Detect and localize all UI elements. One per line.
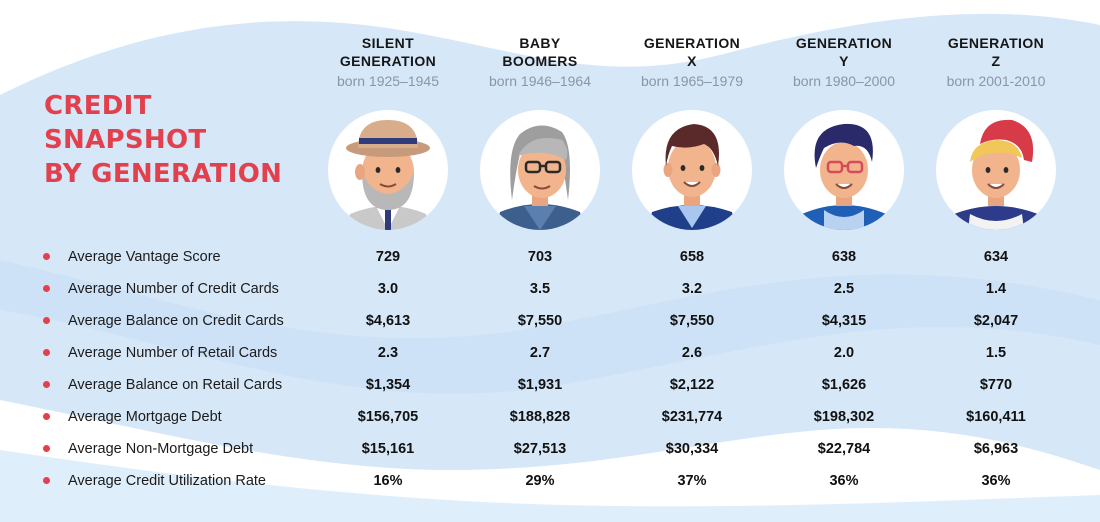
bullet-icon	[43, 477, 50, 484]
bullet-icon	[43, 317, 50, 324]
generation-header-silent: SILENT GENERATION born 1925–1945	[313, 34, 463, 90]
metric-row: Average Vantage Score 729 703 658 638 63…	[0, 241, 1100, 273]
metric-label: Average Balance on Credit Cards	[68, 313, 284, 329]
metric-value: $1,354	[365, 377, 411, 393]
generation-header-gen-z: GENERATION Z born 2001-2010	[921, 34, 1071, 90]
generation-born-years: born 1925–1945	[337, 73, 439, 89]
metric-value: 36%	[981, 473, 1011, 489]
metric-label: Average Number of Retail Cards	[68, 345, 278, 361]
glasses-millennial-avatar	[784, 110, 904, 230]
metric-value: 3.2	[681, 281, 703, 297]
title-line: CREDIT	[44, 91, 152, 121]
metric-value: $4,315	[821, 313, 867, 329]
metric-value: $22,784	[817, 441, 871, 457]
generation-name: GENERATION X	[643, 35, 741, 69]
metric-value: 2.6	[681, 345, 703, 361]
metric-label: Average Credit Utilization Rate	[68, 473, 266, 489]
metric-value: 16%	[373, 473, 403, 489]
metric-value: 3.0	[377, 281, 399, 297]
generation-name: SILENT GENERATION	[339, 35, 437, 69]
generation-born-years: born 1946–1964	[489, 73, 591, 89]
bullet-icon	[43, 445, 50, 452]
dark-hair-man-avatar	[632, 110, 752, 230]
metric-row: Average Number of Retail Cards 2.3 2.7 2…	[0, 337, 1100, 369]
bullet-icon	[43, 285, 50, 292]
metric-label: Average Number of Credit Cards	[68, 281, 279, 297]
title-line: SNAPSHOT	[44, 125, 207, 155]
metric-value: $2,047	[973, 313, 1019, 329]
metric-value: $7,550	[517, 313, 563, 329]
generation-born-years: born 1980–2000	[793, 73, 895, 89]
metric-value: $1,626	[821, 377, 867, 393]
metric-value: 29%	[525, 473, 555, 489]
metric-value: $7,550	[669, 313, 715, 329]
metric-value: $188,828	[509, 409, 571, 425]
elderly-man-hat-avatar	[328, 110, 448, 230]
metric-value: $198,302	[813, 409, 875, 425]
title-line: BY GENERATION	[44, 159, 283, 189]
metric-value: $160,411	[966, 409, 1026, 425]
metric-row: Average Balance on Credit Cards $4,613 $…	[0, 305, 1100, 337]
metric-value: $4,613	[365, 313, 411, 329]
metric-label: Average Vantage Score	[68, 249, 221, 265]
metric-value: 2.3	[377, 345, 399, 361]
metric-value: $770	[979, 377, 1013, 393]
generation-header-boomers: BABY BOOMERS born 1946–1964	[465, 34, 615, 90]
generation-name: GENERATION Y	[795, 35, 893, 69]
metric-value: $27,513	[513, 441, 567, 457]
generation-name: GENERATION Z	[947, 35, 1045, 69]
metric-label: Average Non-Mortgage Debt	[68, 441, 254, 457]
metric-value: 729	[375, 249, 401, 265]
metric-label: Average Balance on Retail Cards	[68, 377, 283, 393]
metric-value: $30,334	[665, 441, 719, 457]
metric-value: $1,931	[517, 377, 563, 393]
metric-value: 2.7	[529, 345, 551, 361]
metric-value: 2.0	[833, 345, 855, 361]
metric-value: $231,774	[661, 409, 723, 425]
metric-row: Average Mortgage Debt $156,705 $188,828 …	[0, 401, 1100, 433]
metric-value: 658	[679, 249, 705, 265]
metric-row: Average Credit Utilization Rate 16% 29% …	[0, 465, 1100, 497]
bullet-icon	[43, 381, 50, 388]
metric-label: Average Mortgage Debt	[68, 409, 222, 425]
metric-value: 3.5	[529, 281, 551, 297]
metric-value: 1.4	[985, 281, 1007, 297]
metric-row: Average Non-Mortgage Debt $15,161 $27,51…	[0, 433, 1100, 465]
gray-hair-glasses-avatar	[480, 110, 600, 230]
metric-value: $15,161	[361, 441, 415, 457]
metric-value: 638	[831, 249, 857, 265]
bullet-icon	[43, 253, 50, 260]
generation-born-years: born 2001-2010	[946, 73, 1046, 89]
generation-name: BABY BOOMERS	[502, 35, 578, 69]
red-cap-teen-avatar	[936, 110, 1056, 230]
metric-value: $2,122	[669, 377, 715, 393]
metric-row: Average Balance on Retail Cards $1,354 $…	[0, 369, 1100, 401]
generation-born-years: born 1965–1979	[641, 73, 743, 89]
metric-value: 634	[983, 249, 1009, 265]
page-title: CREDIT SNAPSHOT BY GENERATION	[44, 89, 282, 191]
metric-value: 36%	[829, 473, 859, 489]
metric-value: 703	[527, 249, 553, 265]
metric-value: 2.5	[833, 281, 855, 297]
metric-value: $156,705	[357, 409, 419, 425]
bullet-icon	[43, 349, 50, 356]
generation-header-gen-y: GENERATION Y born 1980–2000	[769, 34, 919, 90]
metric-value: $6,963	[973, 441, 1019, 457]
metric-value: 1.5	[985, 345, 1007, 361]
generation-header-gen-x: GENERATION X born 1965–1979	[617, 34, 767, 90]
metric-row: Average Number of Credit Cards 3.0 3.5 3…	[0, 273, 1100, 305]
bullet-icon	[43, 413, 50, 420]
metric-value: 37%	[677, 473, 707, 489]
